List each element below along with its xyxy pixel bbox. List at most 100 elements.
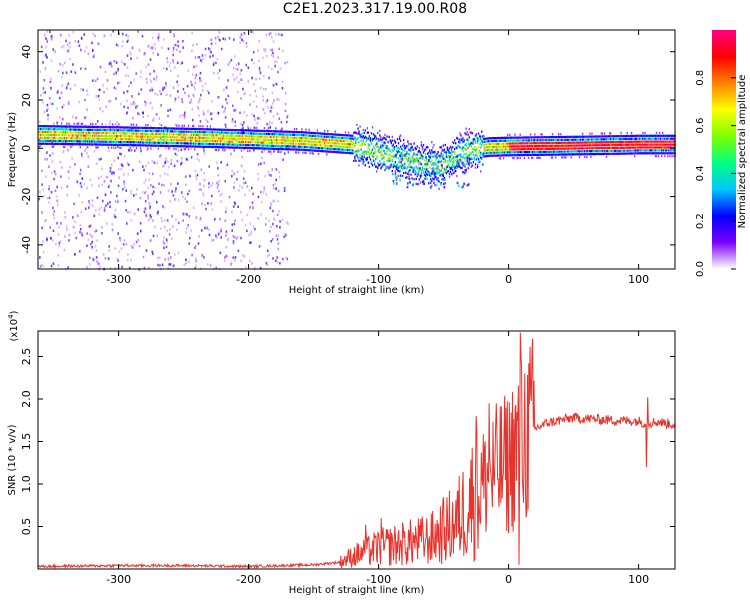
heatmap-cell <box>147 124 149 127</box>
heatmap-cell <box>86 128 89 131</box>
heatmap-cell <box>128 144 130 147</box>
heatmap-cell <box>257 117 259 120</box>
heatmap-cell <box>519 148 521 151</box>
heatmap-cell <box>85 147 87 150</box>
heatmap-cell <box>291 136 294 139</box>
heatmap-cell <box>207 89 209 93</box>
heatmap-cell <box>289 130 292 133</box>
heatmap-cell <box>301 128 303 131</box>
heatmap-cell <box>448 175 451 178</box>
heatmap-cell <box>235 140 237 143</box>
heatmap-cell <box>205 142 207 145</box>
heatmap-cell <box>86 125 89 128</box>
heatmap-cell <box>308 134 310 137</box>
heatmap-cell <box>280 133 282 136</box>
heatmap-cell <box>239 72 241 76</box>
heatmap-cell <box>49 102 52 105</box>
heatmap-cell <box>262 144 264 147</box>
heatmap-cell <box>50 35 53 38</box>
heatmap-cell <box>239 132 242 135</box>
heatmap-cell <box>43 195 45 198</box>
heatmap-cell <box>456 158 458 161</box>
heatmap-cell <box>444 161 446 164</box>
heatmap-cell <box>182 133 184 136</box>
heatmap-cell <box>252 138 254 141</box>
heatmap-cell <box>120 132 122 135</box>
heatmap-cell <box>128 141 130 144</box>
heatmap-cell <box>85 134 88 137</box>
heatmap-cell <box>144 129 146 132</box>
heatmap-cell <box>80 143 82 146</box>
heatmap-cell <box>148 126 150 130</box>
heatmap-cell <box>101 226 103 229</box>
heatmap-cell <box>508 145 510 148</box>
heatmap-cell <box>191 136 194 139</box>
heatmap-cell <box>282 142 284 145</box>
heatmap-cell <box>532 148 534 151</box>
heatmap-cell <box>446 148 449 151</box>
heatmap-cell <box>43 125 45 128</box>
heatmap-cell <box>99 137 101 140</box>
heatmap-cell <box>189 139 192 142</box>
heatmap-cell <box>129 144 131 147</box>
heatmap-cell <box>111 228 114 232</box>
heatmap-cell <box>346 151 349 154</box>
heatmap-cell <box>59 33 62 37</box>
heatmap-cell <box>454 170 456 173</box>
heatmap-cell <box>72 140 74 143</box>
heatmap-cell <box>363 136 365 139</box>
heatmap-cell <box>319 141 322 144</box>
heatmap-cell <box>529 142 532 145</box>
heatmap-cell <box>217 146 220 149</box>
heatmap-cell <box>239 143 242 146</box>
heatmap-cell <box>84 137 87 140</box>
heatmap-cell <box>431 184 433 187</box>
heatmap-cell <box>144 138 146 141</box>
heatmap-cell <box>182 139 184 142</box>
heatmap-cell <box>367 150 370 154</box>
heatmap-cell <box>83 131 86 134</box>
heatmap-cell <box>396 166 399 169</box>
heatmap-cell <box>398 151 401 154</box>
heatmap-cell <box>524 153 527 157</box>
heatmap-cell <box>226 137 228 140</box>
heatmap-cell <box>216 161 218 164</box>
heatmap-cell <box>324 138 326 141</box>
heatmap-cell <box>298 133 300 137</box>
heatmap-cell <box>186 139 189 142</box>
heatmap-cell <box>518 136 520 139</box>
heatmap-cell <box>254 126 256 129</box>
heatmap-cell <box>396 147 399 150</box>
heatmap-cell <box>411 145 413 148</box>
heatmap-cell <box>171 127 173 130</box>
heatmap-cell <box>538 150 540 153</box>
heatmap-cell <box>61 134 64 137</box>
heatmap-cell <box>59 128 62 131</box>
heatmap-cell <box>371 139 374 142</box>
heatmap-cell <box>160 216 163 220</box>
heatmap-cell <box>492 142 494 146</box>
heatmap-cell <box>103 91 105 94</box>
heatmap-cell <box>186 142 189 145</box>
heatmap-cell <box>227 63 230 66</box>
heatmap-cell <box>210 145 212 149</box>
heatmap-cell <box>56 134 59 137</box>
heatmap-cell <box>282 139 284 142</box>
heatmap-cell <box>84 67 87 70</box>
heatmap-cell <box>167 133 169 136</box>
heatmap-cell <box>87 238 90 241</box>
heatmap-cell <box>304 148 306 152</box>
heatmap-cell <box>191 145 194 148</box>
heatmap-cell <box>164 130 167 133</box>
heatmap-cell <box>195 130 197 133</box>
heatmap-cell <box>187 130 190 133</box>
heatmap-cell <box>416 157 418 160</box>
heatmap-cell <box>365 150 367 153</box>
heatmap-cell <box>46 142 48 145</box>
heatmap-cell <box>161 141 164 144</box>
heatmap-cell <box>220 161 222 164</box>
heatmap-cell <box>382 137 384 140</box>
heatmap-cell <box>206 131 208 134</box>
heatmap-cell <box>196 130 198 134</box>
heatmap-cell <box>445 166 448 169</box>
